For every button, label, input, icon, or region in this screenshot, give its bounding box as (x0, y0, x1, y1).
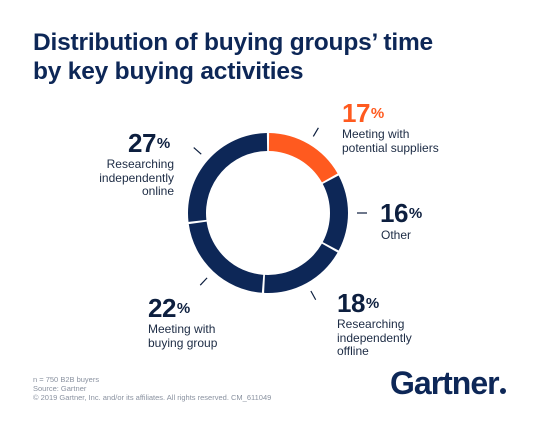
footnote-sample: n = 750 B2B buyers (33, 375, 100, 384)
leader-line-researching-offline (310, 290, 317, 301)
segment-percent-researching-online: 27% (128, 128, 170, 158)
leader-line-meeting-buying-group (199, 277, 208, 286)
donut-segment-researching-offline (264, 243, 338, 293)
donut-segment-meeting-buying-group (188, 221, 264, 293)
segment-label-researching-online: Researching independently online (99, 157, 174, 198)
footnote-source: Source: Gartner (33, 384, 87, 393)
footnote-copyright: © 2019 Gartner, Inc. and/or its affiliat… (33, 393, 272, 402)
segment-percent-meeting-suppliers: 17% (342, 98, 384, 128)
gartner-logo: Gartner (390, 365, 506, 402)
title-line-2: by key buying activities (33, 58, 304, 85)
segment-label-meeting-buying-group: Meeting with buying group (148, 322, 218, 350)
segment-percent-other: 16% (380, 198, 422, 228)
donut-segment-researching-online (188, 133, 268, 222)
segment-label-other: Other (381, 228, 412, 242)
footnote: n = 750 B2B buyers Source: Gartner © 201… (33, 375, 271, 402)
leader-line-researching-online (193, 147, 202, 155)
segment-label-meeting-suppliers: Meeting with potential suppliers (342, 127, 439, 155)
leader-line-meeting-suppliers (312, 127, 319, 137)
segment-percent-researching-offline: 18% (337, 288, 379, 318)
segment-label-researching-offline: Researching independently offline (337, 317, 412, 358)
donut-segment-other (322, 175, 348, 251)
donut-segment-meeting-suppliers (268, 133, 338, 183)
title-line-1: Distribution of buying groups’ time (33, 29, 433, 56)
chart-title: Distribution of buying groups’ time by k… (33, 28, 503, 86)
segment-percent-meeting-buying-group: 22% (148, 293, 190, 323)
